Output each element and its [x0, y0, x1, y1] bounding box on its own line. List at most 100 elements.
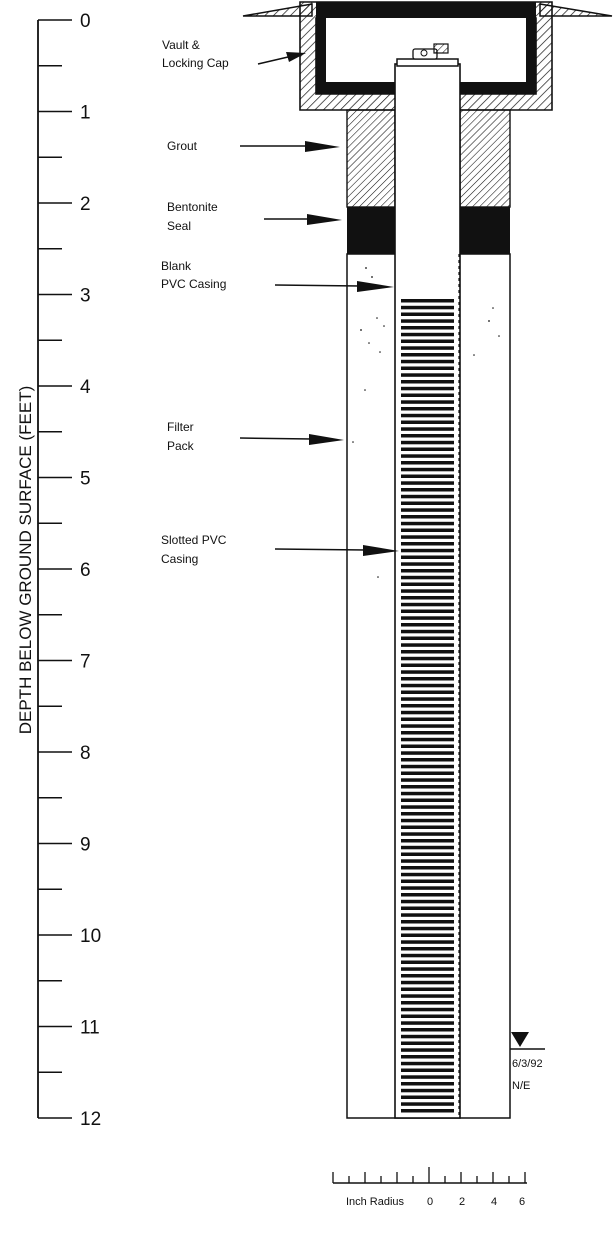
casing-slot [401, 866, 454, 870]
arrowhead [286, 52, 306, 62]
casing-slot [401, 690, 454, 694]
casing-slot [401, 1055, 454, 1059]
vault-lining [316, 2, 536, 94]
casing-slot [401, 393, 454, 397]
casing-slot [401, 305, 454, 310]
casing-slot [401, 1082, 454, 1086]
casing-slot [401, 1102, 454, 1106]
casing-slot [401, 1007, 454, 1012]
casing-slot [401, 609, 454, 613]
casing-slot [401, 474, 454, 478]
casing-slot [401, 960, 454, 964]
casing-slot [401, 380, 454, 384]
callout-blank-casing: Blank PVC Casing [161, 259, 394, 292]
callout-filter-pack: Filter Pack [167, 420, 344, 453]
casing-slot [401, 906, 454, 910]
lock-plate [433, 43, 449, 54]
casing-slot [401, 636, 454, 640]
arrowhead [357, 281, 394, 292]
casing-slot [401, 994, 454, 998]
casing-slot [401, 967, 454, 971]
callout-label: Pack [167, 439, 195, 453]
casing-slot [401, 602, 454, 607]
callout-label: Filter [167, 420, 194, 434]
radius-tick-label: 6 [519, 1196, 525, 1208]
casing-slot [401, 623, 454, 627]
casing-slot [401, 582, 454, 586]
casing-slot [401, 299, 454, 303]
casing-slot [401, 987, 454, 991]
depth-tick-label: 11 [80, 1018, 100, 1039]
casing-slot [401, 434, 454, 438]
casing-slot [401, 893, 454, 897]
casing-slot [401, 1109, 454, 1113]
casing-slot [401, 339, 454, 343]
casing-slot [401, 1041, 454, 1045]
casing-slot [401, 1095, 454, 1099]
casing-slot [401, 683, 454, 688]
callout-label: Grout [167, 139, 198, 153]
casing-slot [401, 562, 454, 566]
arrowhead [363, 545, 399, 556]
casing-slot [401, 751, 454, 755]
locking-cap [396, 43, 459, 67]
casing-slot [401, 353, 454, 357]
inch-radius-scale: Inch Radius 0 2 4 6 [332, 1167, 527, 1208]
bentonite-right [460, 207, 510, 254]
casing-slot [401, 677, 454, 681]
depth-tick-label: 9 [80, 835, 91, 856]
casing-slot [401, 933, 454, 937]
filter-pack-specks [352, 267, 500, 578]
depth-tick-label: 6 [80, 560, 91, 581]
depth-tick-label: 0 [80, 11, 91, 32]
casing-slot [401, 872, 454, 877]
callout-label: Locking Cap [162, 56, 229, 70]
casing-slot [401, 913, 454, 917]
casing-slot [401, 467, 454, 472]
casing-slot [401, 980, 454, 985]
casing-slot [401, 616, 454, 620]
casing-slot [401, 1014, 454, 1018]
casing-slot [401, 359, 454, 364]
depth-tick-label: 12 [80, 1109, 101, 1130]
casing-slot [401, 899, 454, 904]
casing-slot [401, 440, 454, 445]
casing-slot [401, 629, 454, 634]
depth-axis-ticks [38, 19, 72, 1119]
pvc-casing [394, 63, 461, 1119]
callout-grout: Grout [167, 139, 340, 153]
depth-tick-label: 5 [80, 469, 91, 490]
casing-slot [401, 596, 454, 600]
casing-slot [401, 319, 454, 323]
grout [346, 109, 511, 208]
casing-slot [401, 643, 454, 647]
radius-tick-label: 4 [491, 1196, 497, 1208]
radius-scale-label: Inch Radius [346, 1196, 405, 1208]
callout-slotted-casing: Slotted PVC Casing [161, 533, 399, 566]
casing-slot [401, 494, 454, 499]
casing-slot [401, 528, 454, 532]
casing-slot [401, 447, 454, 451]
slotted-pvc-casing [401, 299, 454, 1113]
lock-shackle [420, 49, 428, 57]
bentonite-left [347, 207, 395, 254]
callout-label: Blank [161, 259, 192, 273]
casing-slot [401, 407, 454, 411]
casing-slot [401, 778, 454, 782]
casing-slot [401, 704, 454, 708]
casing-slot [401, 785, 454, 789]
casing-slot [401, 764, 454, 769]
depth-tick-label: 3 [80, 286, 91, 307]
casing-slot [401, 791, 454, 796]
casing-slot [401, 454, 454, 458]
callout-label: PVC Casing [161, 277, 226, 291]
water-level-marker: 6/3/92 N/E [510, 1032, 545, 1092]
casing-slot [401, 427, 454, 431]
callout-label: Slotted PVC [161, 533, 227, 547]
casing-slot [401, 724, 454, 728]
depth-tick-label: 8 [80, 743, 91, 764]
casing-slot [401, 731, 454, 735]
casing-slot [401, 670, 454, 674]
